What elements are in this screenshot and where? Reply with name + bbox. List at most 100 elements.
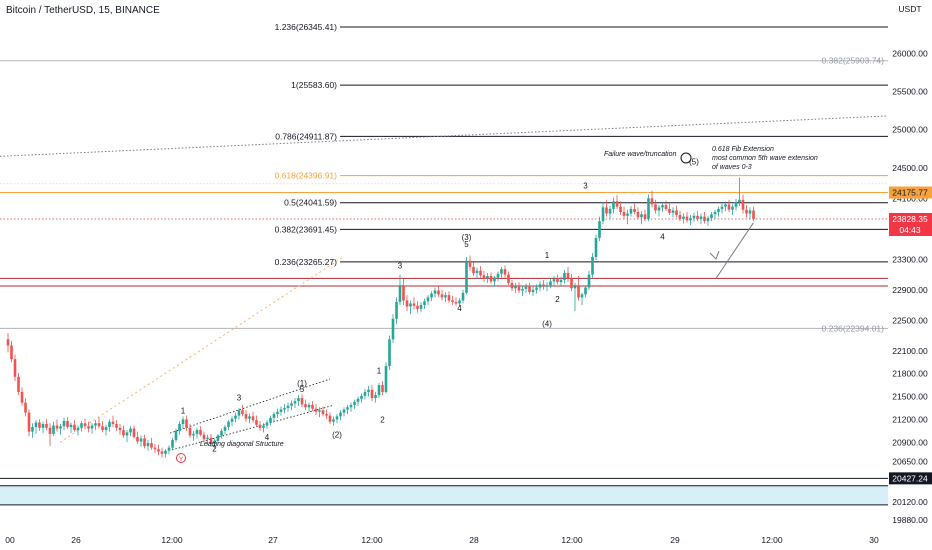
candle-body xyxy=(566,273,570,279)
candle-body xyxy=(524,286,528,290)
candle-body xyxy=(76,427,80,431)
y-tick-12: 21200.00 xyxy=(892,414,928,424)
wave-label-4: (1) xyxy=(297,379,307,388)
y-tick-8: 22500.00 xyxy=(892,315,928,325)
candle-body xyxy=(10,345,13,360)
candle-body xyxy=(202,434,206,440)
candle-body xyxy=(685,216,689,221)
wave-label-6: (2) xyxy=(332,431,342,440)
candle-body xyxy=(115,424,118,428)
candle-body xyxy=(577,285,580,298)
candle-body xyxy=(370,389,374,399)
candle-body xyxy=(17,376,20,392)
candle-body xyxy=(668,208,671,213)
fib-label-0: 1.236(26345.41) xyxy=(275,22,338,32)
price-tag-bg-2 xyxy=(889,223,932,236)
candle-body xyxy=(269,417,272,423)
x-tick-3: 27 xyxy=(268,535,278,545)
candle-body xyxy=(598,221,601,238)
candle-body xyxy=(332,419,335,422)
time-axis xyxy=(0,530,932,550)
candle-body xyxy=(486,276,489,279)
candle-body xyxy=(209,437,213,444)
candle-body xyxy=(374,395,377,399)
candle-body xyxy=(262,425,265,428)
candle-body xyxy=(514,285,517,289)
wave-label-1: 2 xyxy=(212,444,217,453)
candle-body xyxy=(101,426,104,431)
trend-line-dotted xyxy=(0,115,889,157)
candle-body xyxy=(80,423,83,428)
candle-body xyxy=(465,260,468,293)
candle-body xyxy=(318,410,321,412)
candle-body xyxy=(146,443,150,447)
price-tag-3: 20427.24 xyxy=(892,473,928,483)
candle-body xyxy=(353,401,356,405)
candle-body xyxy=(713,212,717,215)
x-tick-6: 12:00 xyxy=(561,535,583,545)
candle-body xyxy=(122,430,125,436)
candle-body xyxy=(472,266,475,274)
candle-body xyxy=(307,404,311,408)
candle-body xyxy=(496,273,500,278)
candle-body xyxy=(622,212,626,216)
candle-body xyxy=(671,210,675,213)
candle-body xyxy=(153,447,157,450)
candle-body xyxy=(388,339,391,367)
candle-body xyxy=(752,210,755,219)
price-tag-bg-1 xyxy=(889,212,932,225)
candle-body xyxy=(584,287,587,295)
fib-label-3: 0.618(24396.91) xyxy=(275,171,338,181)
candle-body xyxy=(629,208,633,214)
candle-body xyxy=(157,449,160,452)
wave-label-3: 4 xyxy=(265,433,270,442)
candle-body xyxy=(90,425,94,429)
wave-label-12: 5 xyxy=(464,240,469,249)
wave-label-16: 3 xyxy=(583,181,588,190)
candle-body xyxy=(38,422,41,428)
candle-body xyxy=(398,285,402,302)
annotation-common-extension: most common 5th wave extension xyxy=(712,155,818,162)
candle-body xyxy=(682,216,685,219)
candle-body xyxy=(178,424,181,431)
x-tick-1: 26 xyxy=(71,535,81,545)
candle-body xyxy=(188,427,192,436)
x-tick-8: 12:00 xyxy=(761,535,783,545)
candle-body xyxy=(528,286,531,293)
candle-body xyxy=(6,339,10,346)
candle-body xyxy=(97,423,101,427)
candle-body xyxy=(251,416,255,421)
circle-y-label: Y xyxy=(179,456,184,463)
x-tick-5: 28 xyxy=(469,535,479,545)
candle-body xyxy=(265,422,269,426)
candle-body xyxy=(678,215,682,219)
circle-wave-5-marker xyxy=(680,152,692,164)
candle-body xyxy=(573,285,577,289)
candle-body xyxy=(300,398,304,405)
wave-label-17: 4 xyxy=(660,232,665,241)
wave-label-11: (3) xyxy=(462,233,472,242)
candle-body xyxy=(220,430,223,436)
projection-arrow xyxy=(715,222,754,279)
candle-body xyxy=(342,409,346,413)
candle-body xyxy=(367,389,370,392)
candle-body xyxy=(720,206,724,209)
candle-body xyxy=(594,237,598,257)
candle-body xyxy=(304,404,307,408)
candle-body xyxy=(433,290,437,294)
candle-body xyxy=(87,426,90,429)
candle-body xyxy=(255,420,258,425)
candle-body xyxy=(381,385,384,392)
candle-body xyxy=(283,407,286,410)
candle-body xyxy=(416,305,419,309)
candle-body xyxy=(615,201,619,207)
candle-body xyxy=(563,273,566,280)
wave-label-9: 3 xyxy=(398,261,403,270)
candle-body xyxy=(717,208,720,212)
candle-body xyxy=(458,300,461,304)
support-zone xyxy=(0,485,888,505)
candle-body xyxy=(521,289,524,291)
candle-body xyxy=(59,426,62,429)
candle-body xyxy=(748,210,752,214)
